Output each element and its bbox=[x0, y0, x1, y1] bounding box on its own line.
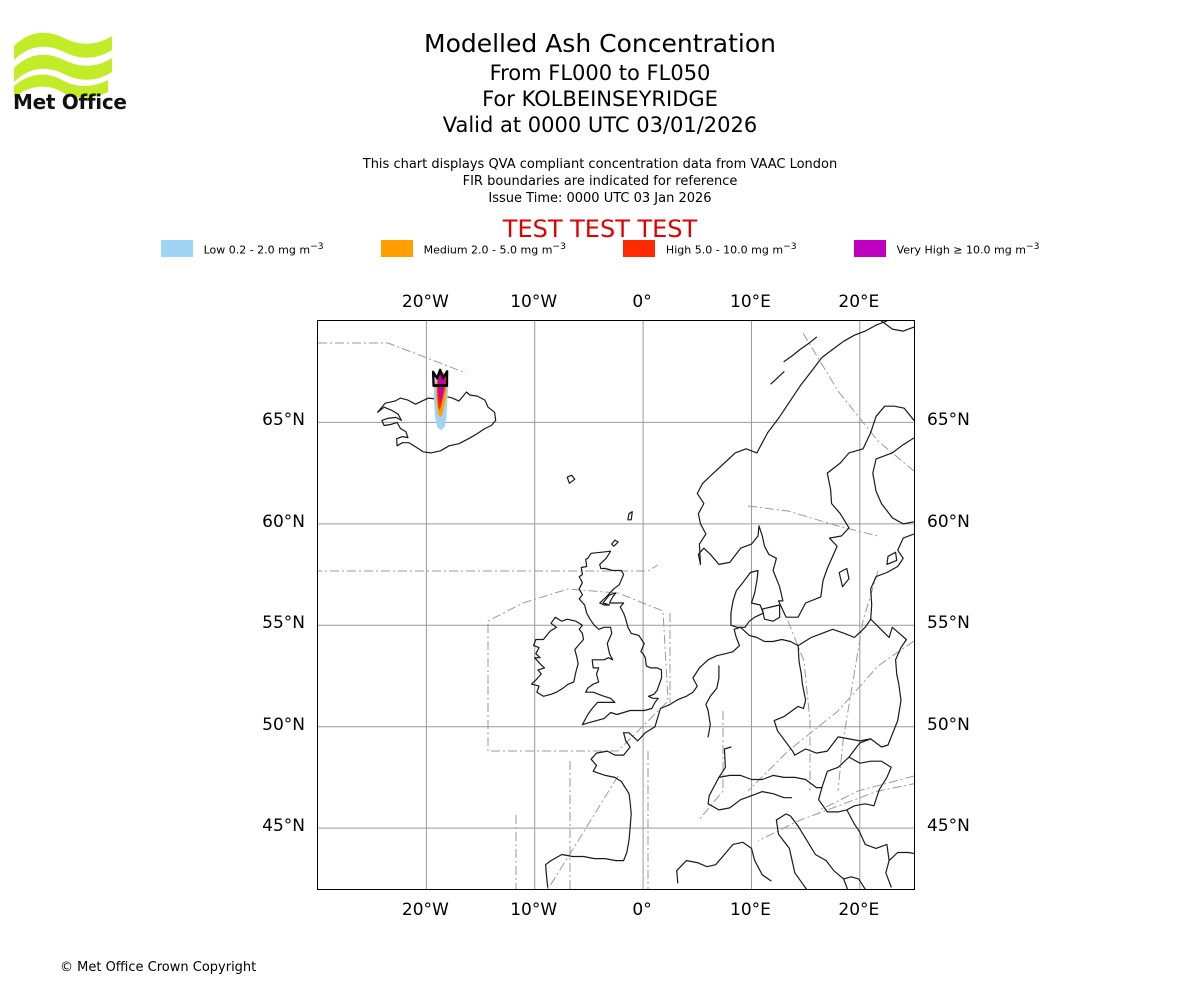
coastline-path-15 bbox=[775, 813, 845, 880]
lat-tick-right-4: 65°N bbox=[927, 410, 970, 431]
note-issue-time: Issue Time: 0000 UTC 03 Jan 2026 bbox=[488, 191, 712, 206]
coastline-path-20 bbox=[718, 746, 732, 778]
coastline-path-10 bbox=[680, 533, 914, 699]
coastline-path-6 bbox=[770, 371, 785, 385]
title-volcano-name: For KOLBEINSEYRIDGE bbox=[482, 87, 718, 111]
ash-concentration-map[interactable] bbox=[317, 320, 915, 890]
coastline-path-27 bbox=[888, 851, 914, 862]
coastline-path-9 bbox=[761, 604, 781, 622]
coastline-path-12 bbox=[545, 732, 632, 888]
lon-tick-top-4: 20°E bbox=[838, 292, 880, 312]
lon-tick-top-1: 10°W bbox=[510, 292, 558, 312]
lat-tick-left-3: 60°N bbox=[262, 511, 305, 532]
coastlines bbox=[377, 321, 914, 889]
legend-label-medium: Medium 2.0 - 5.0 mg m−3 bbox=[423, 240, 566, 257]
met-office-wordmark: Met Office bbox=[13, 90, 127, 114]
coastline-path-28 bbox=[843, 876, 866, 889]
coastline-path-33 bbox=[886, 551, 898, 565]
lon-tick-bottom-4: 20°E bbox=[838, 900, 880, 920]
coastline-path-31 bbox=[611, 539, 619, 547]
coastline-path-3 bbox=[697, 405, 914, 618]
coastline-path-19 bbox=[821, 738, 889, 789]
page-title: Modelled Ash Concentration bbox=[424, 29, 776, 58]
lat-tick-right-0: 45°N bbox=[927, 816, 970, 837]
coastline-path-21 bbox=[705, 665, 720, 738]
coastline-path-30 bbox=[627, 511, 633, 521]
fir-boundaries bbox=[318, 332, 914, 889]
legend-label-low: Low 0.2 - 2.0 mg m−3 bbox=[203, 240, 324, 257]
lon-tick-top-3: 10°E bbox=[730, 292, 771, 312]
plume-very-high bbox=[438, 373, 445, 404]
coastline-path-13 bbox=[676, 853, 725, 884]
coastline-path-11 bbox=[623, 697, 682, 742]
chart-title-block: Modelled Ash Concentration From FL000 to… bbox=[0, 28, 1200, 138]
test-banner: TEST TEST TEST bbox=[502, 215, 698, 243]
legend-label-high: High 5.0 - 10.0 mg m−3 bbox=[665, 240, 797, 257]
coastline-path-1 bbox=[578, 550, 663, 726]
legend-item-very-high: Very High ≥ 10.0 mg m−3 bbox=[853, 240, 1040, 257]
legend-swatch-very-high bbox=[853, 240, 886, 257]
volcano-source-marker bbox=[431, 368, 449, 388]
lon-tick-bottom-3: 10°E bbox=[730, 900, 771, 920]
legend-label-very-high: Very High ≥ 10.0 mg m−3 bbox=[896, 240, 1040, 257]
legend-item-low: Low 0.2 - 2.0 mg m−3 bbox=[160, 240, 324, 257]
coastline-path-18 bbox=[707, 774, 823, 805]
lat-tick-left-0: 45°N bbox=[262, 816, 305, 837]
lon-tick-bottom-0: 20°W bbox=[401, 900, 449, 920]
lon-tick-bottom-2: 0° bbox=[632, 900, 652, 920]
coastline-path-24 bbox=[870, 618, 907, 746]
coastline-path-0 bbox=[377, 391, 497, 454]
coastline-path-7 bbox=[880, 321, 914, 332]
legend-swatch-high bbox=[622, 240, 655, 257]
lat-tick-right-2: 55°N bbox=[927, 613, 970, 634]
title-flight-levels: From FL000 to FL050 bbox=[489, 61, 711, 85]
legend-item-medium: Medium 2.0 - 5.0 mg m−3 bbox=[380, 240, 566, 257]
coastline-path-4 bbox=[696, 321, 888, 565]
met-office-logo bbox=[12, 28, 122, 118]
coastline-path-8 bbox=[730, 569, 764, 628]
lon-tick-top-0: 20°W bbox=[401, 292, 449, 312]
coastline-path-16 bbox=[775, 819, 808, 889]
coastline-path-26 bbox=[846, 809, 892, 888]
copyright-notice: © Met Office Crown Copyright bbox=[60, 960, 257, 975]
legend-swatch-low bbox=[160, 240, 193, 257]
legend-swatch-medium bbox=[380, 240, 413, 257]
title-valid-time: Valid at 0000 UTC 03/01/2026 bbox=[442, 113, 758, 137]
coastline-path-22 bbox=[773, 645, 807, 756]
volcano-crown-icon bbox=[431, 368, 449, 388]
concentration-legend: Low 0.2 - 2.0 mg m−3 Medium 2.0 - 5.0 mg… bbox=[0, 240, 1200, 257]
coastline-path-25 bbox=[818, 756, 892, 813]
lat-tick-left-2: 55°N bbox=[262, 613, 305, 634]
lat-tick-left-4: 65°N bbox=[262, 410, 305, 431]
coastline-path-14 bbox=[723, 841, 772, 882]
coastline-path-29 bbox=[566, 474, 576, 484]
lon-tick-top-2: 0° bbox=[632, 292, 652, 312]
note-qva-compliance: This chart displays QVA compliant concen… bbox=[362, 157, 838, 172]
coastline-path-23 bbox=[794, 736, 872, 756]
legend-item-high: High 5.0 - 10.0 mg m−3 bbox=[622, 240, 797, 257]
map-graticule bbox=[318, 321, 914, 889]
chart-notes-block: This chart displays QVA compliant concen… bbox=[0, 156, 1200, 207]
lon-tick-bottom-1: 10°W bbox=[510, 900, 558, 920]
coastline-path-5 bbox=[783, 336, 818, 363]
lat-tick-right-1: 50°N bbox=[927, 714, 970, 735]
coastline-path-32 bbox=[838, 567, 850, 588]
note-fir-boundaries: FIR boundaries are indicated for referen… bbox=[462, 174, 738, 189]
coastline-path-2 bbox=[530, 616, 585, 697]
lat-tick-right-3: 60°N bbox=[927, 511, 970, 532]
lat-tick-left-1: 50°N bbox=[262, 714, 305, 735]
coastline-path-17 bbox=[707, 791, 793, 811]
